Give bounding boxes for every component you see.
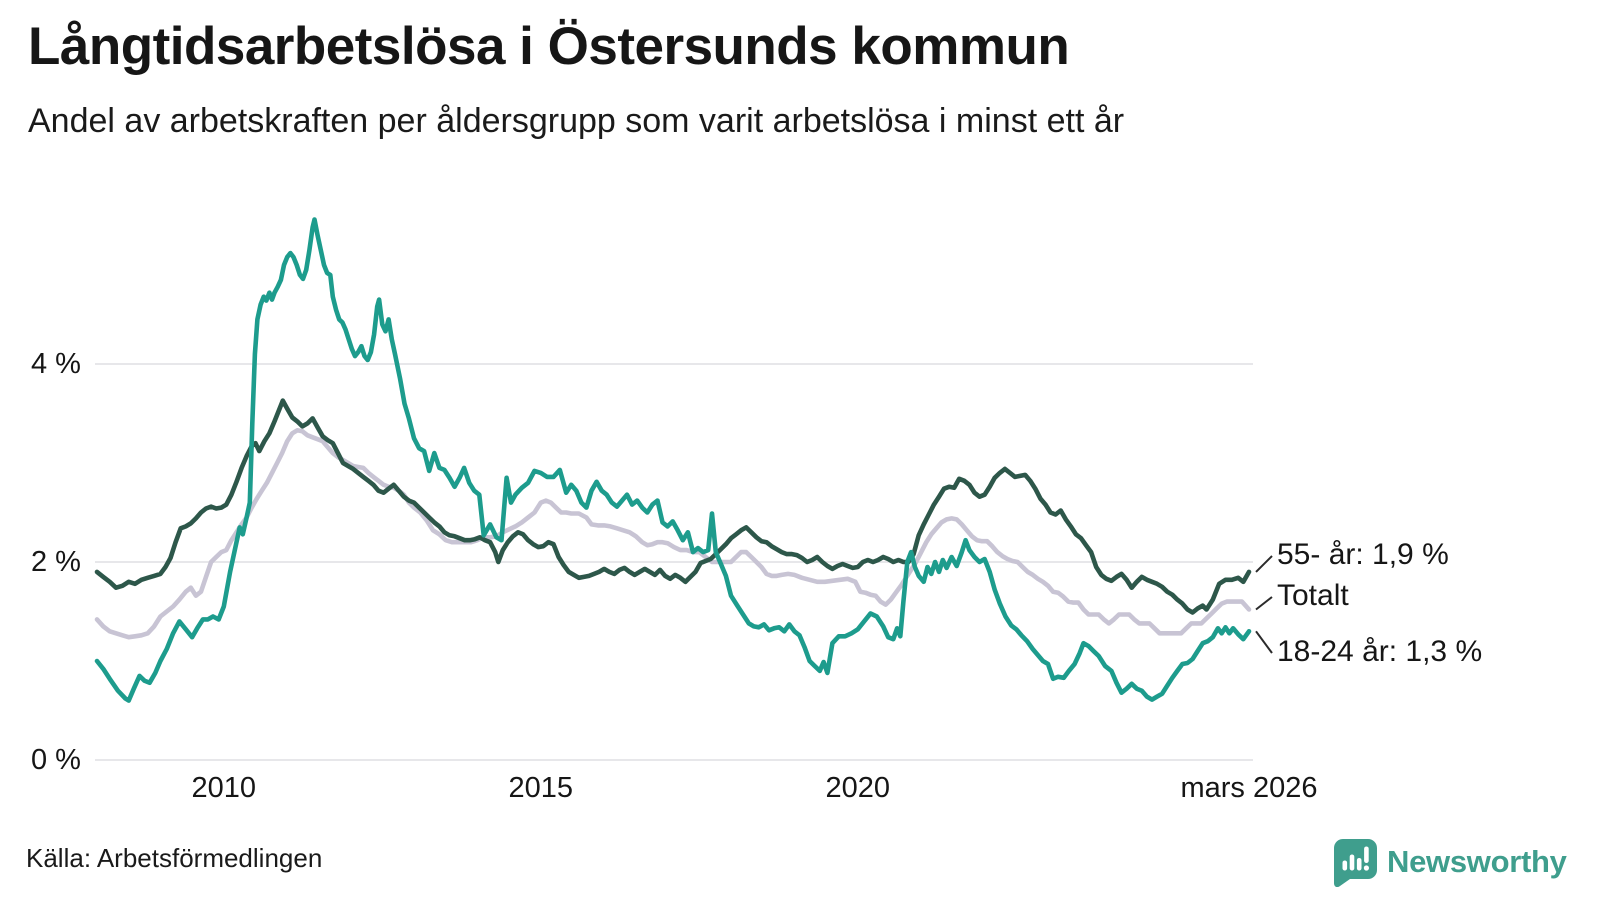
logo-bubble-shape (1334, 838, 1377, 887)
x-axis-tick-label-2020: 2020 (825, 772, 891, 804)
source-note: Källa: Arbetsförmedlingen (26, 843, 323, 873)
series-end-label-55--år: 55- år: 1,9 % (1277, 538, 1449, 571)
label-leader-Totalt (1255, 596, 1273, 611)
newsworthy-logo: Newsworthy (1334, 836, 1567, 888)
series-end-label-Totalt: Totalt (1277, 579, 1349, 612)
logo-bar-2 (1349, 854, 1355, 870)
series-line-18-24-år (94, 217, 1252, 703)
label-leader-18-24-år (1255, 630, 1273, 654)
chart-title: Långtidsarbetslösa i Östersunds kommun (28, 17, 1070, 76)
newsworthy-logo-icon (1334, 838, 1377, 887)
x-axis-tick-label-2010: 2010 (191, 772, 257, 804)
newsworthy-logo-text: Newsworthy (1387, 844, 1567, 879)
y-axis-tick-label-0: 0 % (31, 744, 81, 776)
series-line-Totalt (94, 428, 1252, 640)
logo-bar-1 (1342, 860, 1348, 870)
logo-exclamation-bar (1364, 846, 1369, 863)
x-axis-tick-label-2015: 2015 (508, 772, 574, 804)
logo-exclamation-dot (1363, 864, 1369, 871)
series-end-label-18-24-år: 18-24 år: 1,3 % (1277, 635, 1483, 668)
label-leader-55--år (1255, 555, 1273, 573)
series-line-55--år (94, 398, 1252, 615)
logo-bar-3 (1356, 857, 1362, 870)
y-axis-tick-label-4: 4 % (31, 348, 81, 380)
y-axis-tick-label-2: 2 % (31, 546, 81, 578)
x-axis-tick-label-mars-2026: mars 2026 (1180, 772, 1318, 804)
chart-subtitle: Andel av arbetskraften per åldersgrupp s… (28, 102, 1125, 140)
